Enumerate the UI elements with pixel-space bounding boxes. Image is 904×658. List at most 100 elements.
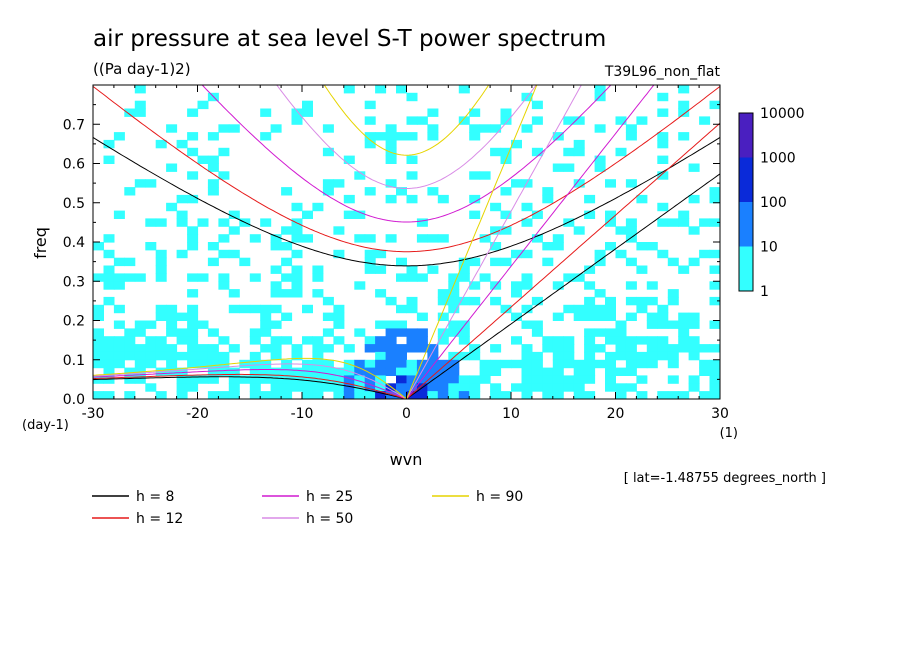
heatmap-cell [531,383,543,392]
x-tick-label: -20 [186,406,209,422]
heatmap-cell [113,132,125,141]
heatmap-cell [699,367,711,376]
heatmap-cell [343,155,355,164]
heatmap-cell [354,359,366,369]
heatmap-cell [521,391,533,399]
heatmap-cell [625,296,637,306]
heatmap-cell [688,312,700,321]
heatmap-cell [521,218,533,227]
heatmap-cell [155,249,167,259]
heatmap-cell [312,265,324,274]
heatmap-cell [322,312,334,321]
heatmap-cell [469,281,481,290]
heatmap-cell [385,132,397,141]
heatmap-cell [197,359,209,369]
heatmap-cell [542,344,554,353]
heatmap-cell [427,391,439,399]
heatmap-cell [427,344,439,353]
heatmap-cell [406,304,418,314]
heatmap-cell [448,351,460,361]
rossby-wave-curve [93,376,407,399]
heatmap-cell [469,391,481,399]
heatmap-cell [636,265,648,274]
heatmap-cell [479,367,491,376]
heatmap-cell [573,116,585,125]
heatmap-cell [103,351,115,361]
heatmap-cell [406,265,418,274]
heatmap-cell [270,344,282,353]
heatmap-cell [364,383,376,392]
heatmap-cell [542,257,554,267]
heatmap-cell [427,187,439,196]
heatmap-cell [542,187,554,196]
heatmap-cell [113,336,125,345]
heatmap-cell [322,367,334,376]
heatmap-cell [469,132,481,141]
heatmap-cell [155,265,167,274]
heatmap-cell [375,383,387,392]
heatmap-cell [134,273,146,282]
heatmap-cell [270,124,282,133]
heatmap-cell [228,383,240,392]
heatmap-cell [667,289,679,298]
heatmap-cell [354,383,366,392]
heatmap-cell [218,124,230,133]
heatmap-cell [322,147,334,157]
heatmap-cell [584,312,596,321]
heatmap-cell [93,359,104,369]
heatmap-cell [207,391,219,399]
heatmap-cell [103,336,115,345]
heatmap-cell [469,296,481,306]
heatmap-cell [448,296,460,306]
heatmap-cell [291,344,303,353]
heatmap-cell [270,234,282,243]
heatmap-cell [134,351,146,361]
heatmap-cell [406,367,418,376]
heatmap-cell [166,202,178,212]
heatmap-cell [699,218,711,227]
heatmap-cell [678,85,690,94]
heatmap-cell [500,226,512,235]
heatmap-cell [176,336,188,345]
heatmap-cell [134,320,146,329]
heatmap-cell [458,296,470,306]
heatmap-cell [375,132,387,141]
heatmap-cell [427,383,439,392]
heatmap-cell [333,336,345,345]
heatmap-cell [552,351,564,361]
heatmap-cell [563,336,575,345]
heatmap-cell [678,218,690,227]
heatmap-cell [302,383,313,392]
heatmap-cell [531,296,543,306]
colorbar-label: 1 [760,284,769,300]
heatmap-cell [678,344,690,353]
heatmap-cell [678,328,690,337]
heatmap-cell [594,289,606,298]
heatmap-cell [375,344,387,353]
heatmap-cell [709,218,720,227]
heatmap-cell [511,336,522,345]
heatmap-cell [458,375,470,384]
heatmap-cell [103,265,115,274]
heatmap-cell [709,344,720,353]
heatmap-cell [625,124,637,133]
heatmap-cell [364,132,376,141]
heatmap-cell [458,257,470,267]
heatmap-cell [166,359,178,369]
heatmap-cell [396,273,407,282]
heatmap-cell [197,375,209,384]
heatmap-cell [636,375,648,384]
heatmap-cell [270,242,282,251]
heatmap-cell [657,132,669,141]
heatmap-cell [291,249,303,259]
heatmap-cell [312,367,324,376]
heatmap-cell [124,336,136,345]
heatmap-cell [427,132,439,141]
heatmap-cell [364,336,376,345]
heatmap-cell [291,351,303,361]
heatmap-cell [176,375,188,384]
heatmap-cell [302,100,313,110]
heatmap-cell [302,304,313,314]
kelvin-wave-curve [406,85,655,399]
heatmap-cell [364,100,376,110]
